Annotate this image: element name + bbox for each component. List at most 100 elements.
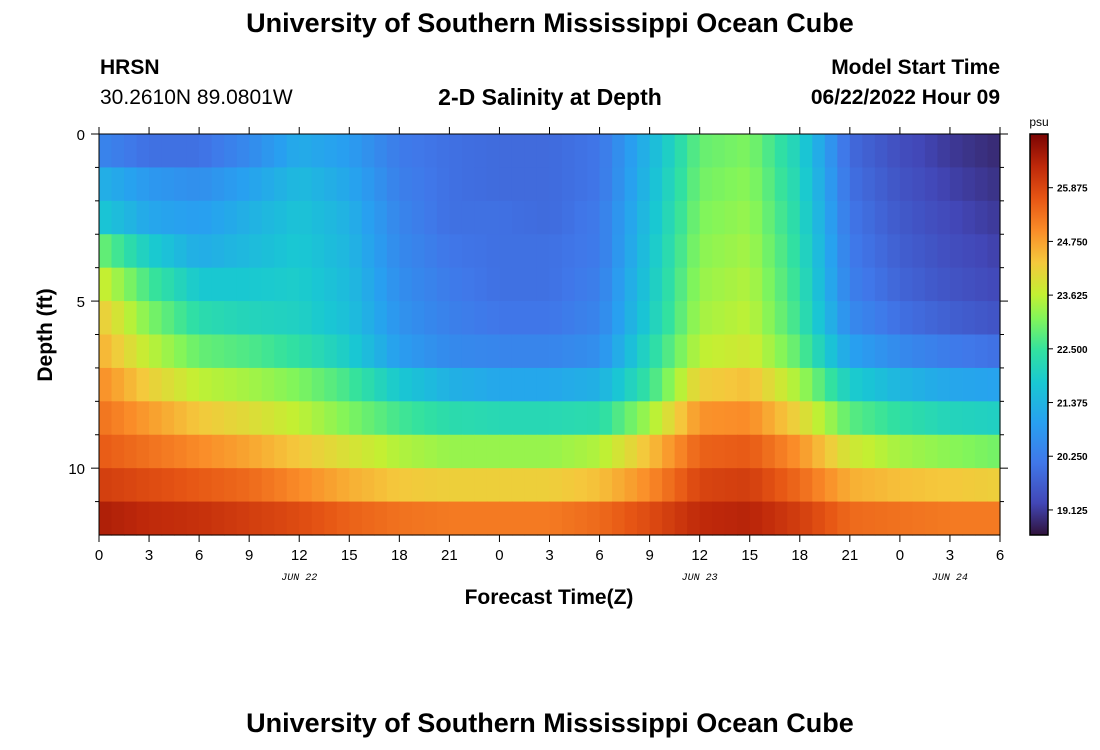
heatmap-cell [749, 267, 763, 302]
heatmap-cell [774, 401, 788, 436]
heatmap-cell [361, 167, 375, 202]
heatmap-cell [286, 401, 300, 436]
heatmap-cell [361, 134, 375, 169]
heatmap-cell [562, 334, 576, 369]
heatmap-cell [486, 234, 501, 269]
heatmap-cell [849, 434, 863, 469]
heatmap-cell [449, 200, 463, 235]
heatmap-cell [236, 367, 250, 402]
heatmap-cell [111, 401, 125, 436]
heatmap-cell [124, 434, 138, 469]
heatmap-cell [649, 501, 663, 536]
heatmap-cell [336, 501, 350, 536]
heatmap-cell [949, 200, 964, 235]
heatmap-cell [774, 301, 788, 336]
heatmap-cell [311, 334, 325, 369]
heatmap-cell [124, 134, 138, 169]
heatmap-cell [862, 434, 876, 469]
heatmap-cell [199, 468, 213, 503]
heatmap-cell [574, 434, 588, 469]
x-tick-label: 3 [946, 547, 954, 564]
heatmap-cell [99, 334, 113, 369]
heatmap-cell [499, 367, 513, 402]
heatmap-cell [624, 134, 638, 169]
heatmap-cell [612, 234, 626, 269]
heatmap-cell [887, 401, 901, 436]
heatmap-cell [549, 167, 563, 202]
heatmap-cell [987, 167, 1001, 202]
date-label: JUN 24 [932, 573, 968, 584]
heatmap-cell [374, 234, 388, 269]
heatmap-cell [874, 501, 888, 536]
heatmap-cell [211, 200, 225, 235]
heatmap-cell [912, 501, 926, 536]
heatmap-cell [411, 367, 425, 402]
heatmap-cell [724, 301, 738, 336]
heatmap-cell [99, 167, 113, 202]
heatmap-cell [186, 367, 200, 402]
heatmap-cell [637, 401, 651, 436]
heatmap-cell [624, 468, 638, 503]
heatmap-cell [186, 200, 200, 235]
heatmap-cell [149, 434, 163, 469]
heatmap-cell [161, 267, 175, 302]
heatmap-cell [411, 301, 425, 336]
heatmap-cell [424, 200, 438, 235]
heatmap-cell [124, 301, 138, 336]
heatmap-cell [461, 200, 476, 235]
heatmap-cell [261, 234, 275, 269]
heatmap-cell [612, 167, 626, 202]
heatmap-cell [962, 267, 976, 302]
heatmap-cell [99, 468, 113, 503]
heatmap-cell [174, 134, 188, 169]
heatmap-cell [524, 468, 538, 503]
heatmap-cell [737, 334, 751, 369]
heatmap-cell [924, 301, 939, 336]
heatmap-cell [186, 334, 200, 369]
heatmap-cell [224, 367, 238, 402]
heatmap-cell [787, 267, 801, 302]
heatmap-cell [461, 434, 476, 469]
heatmap-cell [399, 434, 413, 469]
heatmap-cell [286, 367, 300, 402]
heatmap-cell [687, 334, 701, 369]
heatmap-cell [174, 334, 188, 369]
heatmap-cell [436, 234, 450, 269]
heatmap-cell [411, 234, 425, 269]
heatmap-cell [349, 234, 363, 269]
heatmap-cell [286, 200, 300, 235]
heatmap-cell [749, 468, 763, 503]
heatmap-cell [562, 434, 576, 469]
heatmap-cell [511, 468, 526, 503]
heatmap-cell [649, 401, 663, 436]
heatmap-cell [812, 401, 826, 436]
heatmap-cell [424, 367, 438, 402]
heatmap-cell [549, 367, 563, 402]
heatmap-cell [924, 468, 939, 503]
heatmap-cell [562, 468, 576, 503]
heatmap-cell [899, 301, 913, 336]
heatmap-cell [637, 134, 651, 169]
heatmap-cell [774, 334, 788, 369]
heatmap-cell [924, 267, 939, 302]
heatmap-cell [674, 234, 688, 269]
heatmap-cell [837, 134, 851, 169]
heatmap-cell [599, 200, 613, 235]
heatmap-cell [486, 468, 501, 503]
heatmap-cell [599, 401, 613, 436]
heatmap-cell [749, 200, 763, 235]
heatmap-cell [311, 200, 325, 235]
heatmap-cell [887, 434, 901, 469]
heatmap-cell [436, 401, 450, 436]
heatmap-cell [224, 501, 238, 536]
heatmap-cell [874, 134, 888, 169]
heatmap-cell [249, 200, 263, 235]
heatmap-cell [299, 234, 313, 269]
heatmap-cell [599, 501, 613, 536]
heatmap-cell [949, 134, 964, 169]
heatmap-cell [336, 434, 350, 469]
heatmap-cell [136, 367, 150, 402]
heatmap-cell [837, 200, 851, 235]
x-axis: 0 3 6 9 12 15 18 21 0 3 6 9 12 15 18 21 0 3 6 [95, 127, 1004, 564]
heatmap-cell [236, 167, 250, 202]
